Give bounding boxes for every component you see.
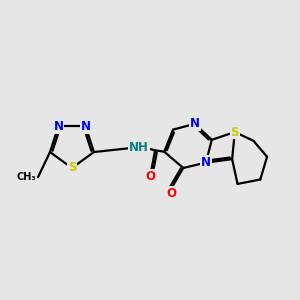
Text: O: O [146, 170, 156, 183]
Text: O: O [167, 187, 176, 200]
Text: NH: NH [129, 141, 149, 154]
Text: N: N [80, 120, 91, 133]
Text: N: N [190, 117, 200, 130]
Text: S: S [68, 161, 76, 175]
Text: N: N [201, 156, 211, 169]
Text: N: N [53, 120, 63, 133]
Text: S: S [231, 125, 239, 139]
Text: CH₃: CH₃ [16, 172, 36, 182]
